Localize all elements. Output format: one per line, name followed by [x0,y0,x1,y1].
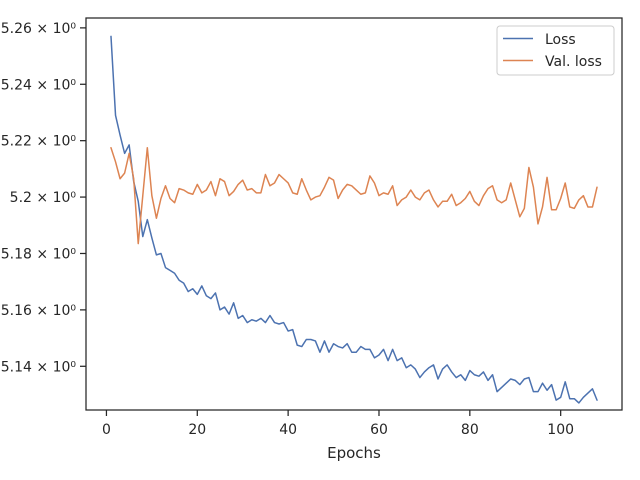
legend: Loss Val. loss [496,25,615,76]
y-tick-label: 5.2 × 10⁰ [10,190,77,206]
y-tick-label: 5.16 × 10⁰ [1,303,77,319]
series-layer [110,35,598,404]
plot-area [85,17,623,411]
y-tick-label: 5.24 × 10⁰ [1,77,77,93]
legend-label-loss: Loss [545,32,576,48]
series-line-loss [110,35,598,404]
y-tick-label: 5.22 × 10⁰ [1,134,77,150]
x-tick-label: 60 [370,422,388,438]
y-tick-label: 5.18 × 10⁰ [1,246,77,262]
x-axis-label: Epochs [327,444,381,462]
x-tick-label: 0 [102,422,111,438]
y-tick-label: 5.26 × 10⁰ [1,21,77,37]
y-tick-label: 5.14 × 10⁰ [1,359,77,375]
x-tick-label: 40 [279,422,297,438]
y-axis: 5.14 × 10⁰ 5.16 × 10⁰ 5.18 × 10⁰ 5.2 × 10⁰ 5… [1,21,86,375]
x-axis: 0 20 40 60 80 100 [102,410,574,438]
x-tick-label: 100 [547,422,574,438]
legend-label-val-loss: Val. loss [545,54,602,70]
x-tick-label: 20 [188,422,206,438]
axes-frame [85,17,623,411]
series-line-val-loss [110,146,598,245]
x-tick-label: 80 [461,422,479,438]
